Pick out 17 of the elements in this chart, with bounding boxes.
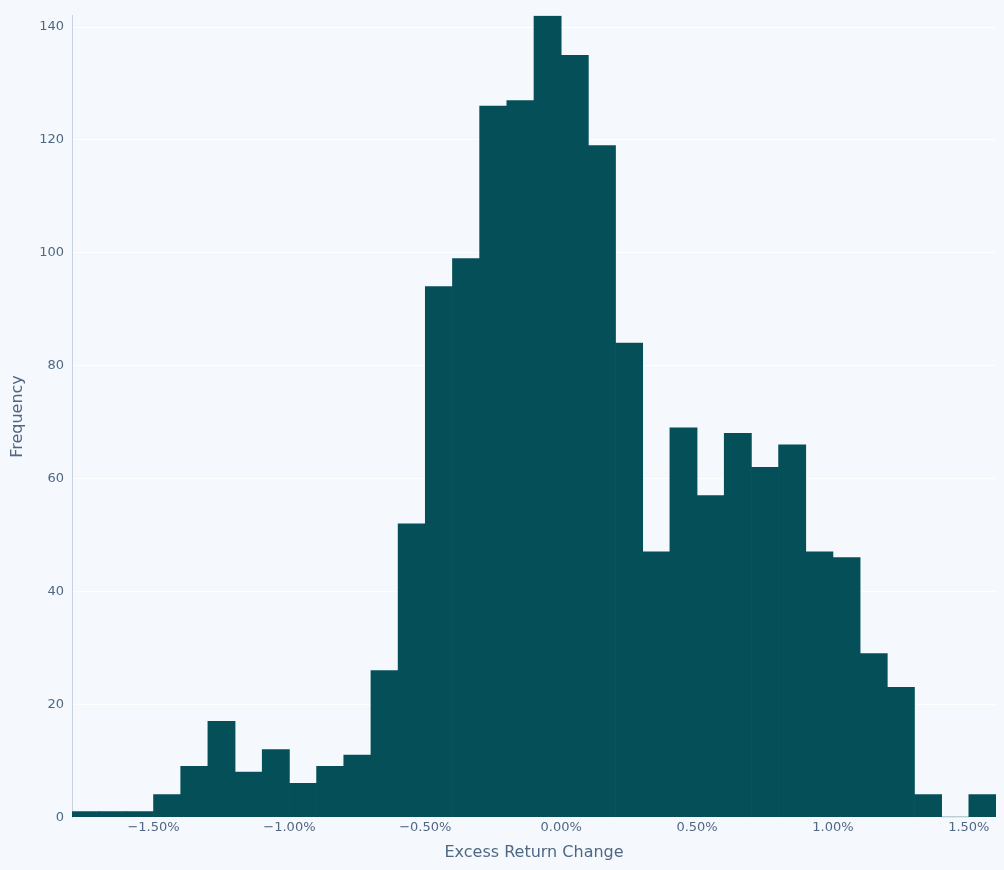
x-tick-label: −1.50% — [127, 819, 180, 835]
y-tick-label: 100 — [39, 244, 65, 260]
y-axis-title: Frequency — [6, 375, 26, 458]
y-tick-label: 20 — [47, 695, 65, 711]
y-tick-label: 120 — [39, 131, 65, 147]
y-tick-label: 80 — [47, 357, 65, 373]
y-tick-label: 140 — [39, 18, 65, 34]
x-tick-label: −0.50% — [399, 819, 452, 835]
x-tick-label: 1.00% — [812, 819, 854, 835]
x-tick-label: 0.00% — [540, 819, 582, 835]
x-tick-label: 1.50% — [948, 819, 990, 835]
y-tick-label: 60 — [47, 469, 65, 485]
y-tick-label: 0 — [55, 808, 65, 824]
x-axis-title: Excess Return Change — [444, 841, 624, 861]
x-tick-label: −1.00% — [263, 819, 316, 835]
y-tick-label: 40 — [47, 582, 65, 598]
x-tick-label: 0.50% — [676, 819, 718, 835]
